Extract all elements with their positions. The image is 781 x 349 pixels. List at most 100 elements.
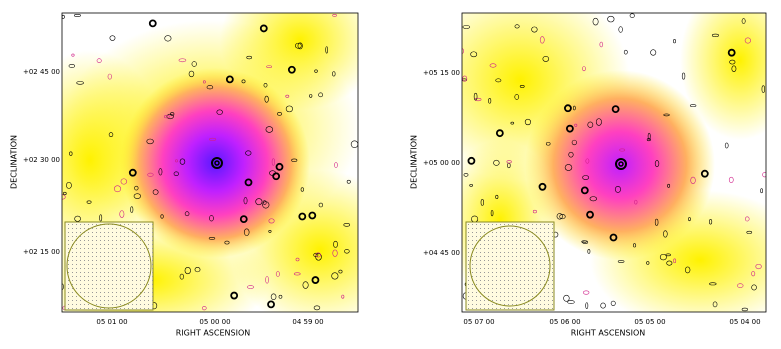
contour: [333, 240, 338, 248]
contour: [245, 150, 252, 156]
contour: [760, 188, 764, 194]
contour: [194, 266, 201, 273]
contour: [514, 24, 520, 29]
contour: [470, 51, 478, 58]
contour: [285, 105, 293, 113]
contour: [99, 214, 103, 222]
contour: [623, 49, 628, 55]
contour: [66, 181, 72, 189]
contour: [267, 300, 275, 309]
contour: [119, 210, 125, 218]
contour: [490, 209, 494, 217]
contour: [587, 248, 591, 254]
contour: [615, 158, 627, 170]
contour: [673, 258, 677, 264]
contour: [246, 55, 252, 60]
x-tick-label: 05 04 00: [729, 318, 760, 326]
map-right: [462, 13, 766, 312]
contour: [595, 118, 602, 126]
contour: [673, 39, 677, 44]
contour: [209, 215, 214, 222]
contour: [311, 276, 320, 284]
contour: [332, 14, 337, 17]
contour: [201, 306, 207, 311]
contour: [633, 243, 637, 248]
contour: [225, 75, 234, 84]
contour: [489, 63, 497, 68]
contour: [556, 213, 563, 220]
contour: [184, 266, 191, 275]
contour: [341, 294, 345, 299]
contour: [592, 17, 599, 26]
contour: [724, 142, 729, 149]
contour: [762, 172, 766, 178]
contour: [728, 176, 734, 183]
contour: [532, 209, 537, 214]
contour: [300, 187, 304, 192]
contour: [293, 272, 301, 276]
contour: [108, 132, 114, 138]
contour: [109, 35, 116, 41]
contour: [271, 158, 275, 166]
contour: [463, 172, 469, 177]
contour: [589, 196, 597, 202]
contour: [564, 164, 573, 171]
contour: [331, 272, 339, 280]
contour: [325, 46, 329, 54]
y-tick-label: +05 15 00: [423, 69, 460, 77]
contour: [731, 65, 737, 73]
contour: [130, 206, 134, 213]
contour: [574, 123, 578, 127]
contour: [160, 214, 164, 219]
contour: [334, 162, 338, 168]
y-tick-label: +04 45 00: [423, 249, 460, 257]
contour: [542, 56, 550, 62]
contour: [583, 290, 590, 295]
contour: [246, 285, 255, 289]
contour: [755, 263, 762, 270]
contour: [667, 183, 671, 188]
x-tick-label: 05 07 00: [463, 318, 494, 326]
contour: [175, 159, 179, 163]
contour: [270, 293, 277, 300]
contour: [152, 189, 159, 195]
contour: [495, 78, 502, 83]
frame: [61, 12, 359, 313]
contour: [243, 197, 248, 205]
contour: [297, 42, 303, 50]
contour: [563, 294, 570, 302]
contour: [178, 58, 187, 63]
x-tick-label: 05 00 00: [199, 318, 230, 326]
contour: [711, 33, 719, 37]
y-axis-label: DECLINATION: [410, 135, 419, 189]
contour: [741, 307, 748, 312]
contour: [709, 219, 713, 225]
contour: [206, 85, 214, 90]
contour: [566, 124, 574, 133]
contour: [241, 79, 246, 84]
contour: [315, 253, 322, 261]
contour: [265, 276, 269, 284]
contour: [318, 92, 324, 98]
contour: [539, 36, 545, 44]
contour: [298, 212, 307, 221]
contour: [690, 176, 696, 184]
contour: [582, 66, 586, 72]
contour: [700, 169, 709, 178]
contour: [202, 80, 206, 84]
y-tick-label: +02 45 00: [23, 68, 60, 76]
contour: [255, 198, 263, 206]
contour: [314, 69, 318, 73]
contour: [587, 121, 594, 128]
contour: [585, 302, 589, 310]
contour: [74, 215, 81, 222]
contour: [684, 266, 691, 274]
contour: [338, 269, 343, 274]
contour: [663, 113, 670, 117]
contour: [134, 185, 139, 191]
contour: [585, 158, 590, 164]
contour: [744, 37, 751, 44]
contour: [746, 230, 753, 234]
y-tick-label: +05 00 00: [423, 159, 460, 167]
contour: [259, 24, 268, 33]
